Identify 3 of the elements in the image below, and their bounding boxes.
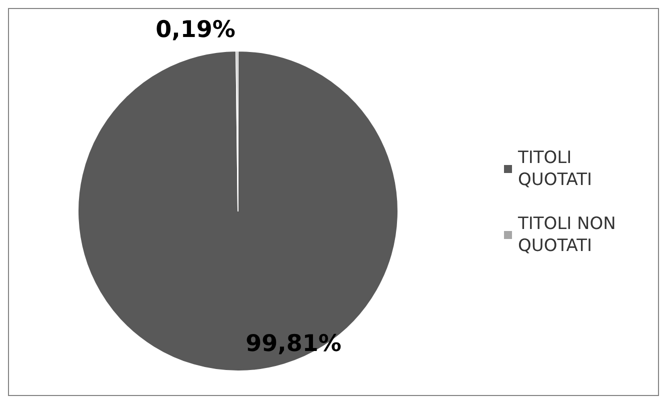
legend-label: TITOLI NON QUOTATI <box>517 214 622 256</box>
data-label: 0,19% <box>156 17 236 43</box>
legend-label: TITOLI QUOTATI <box>517 148 592 190</box>
